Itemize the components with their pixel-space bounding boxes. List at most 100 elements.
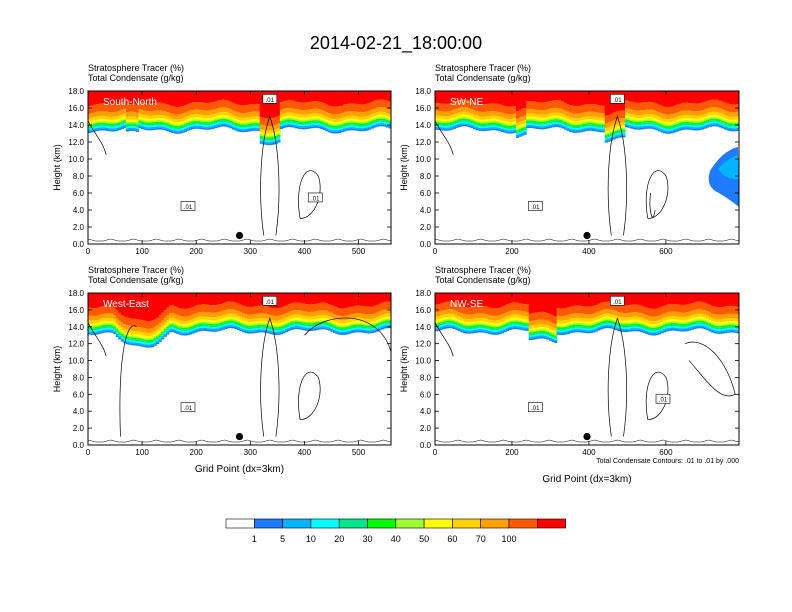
tracer-band-cell bbox=[199, 321, 203, 324]
tracer-band-cell bbox=[161, 126, 165, 129]
tracer-band-cell bbox=[498, 307, 502, 316]
tracer-band-cell bbox=[460, 317, 464, 321]
tracer-band-cell bbox=[226, 91, 230, 101]
tracer-band-cell bbox=[315, 315, 319, 319]
tracer-band-cell bbox=[113, 116, 117, 120]
tracer-band-cell bbox=[368, 330, 372, 332]
tracer-band-cell bbox=[138, 340, 142, 342]
tracer-band-cell bbox=[302, 315, 306, 319]
tracer-band-cell bbox=[279, 319, 284, 323]
tracer-band-cell bbox=[457, 304, 461, 313]
tracer-band-cell bbox=[330, 312, 334, 318]
tracer-band-cell bbox=[549, 331, 553, 334]
tracer-band-cell bbox=[325, 122, 329, 124]
tracer-band-cell bbox=[488, 329, 492, 331]
tracer-band-cell bbox=[566, 314, 570, 320]
tracer-band-cell bbox=[191, 325, 195, 328]
tracer-band-cell bbox=[380, 293, 385, 303]
tracer-band-cell bbox=[435, 110, 439, 116]
tracer-band-cell bbox=[488, 121, 492, 123]
tracer-band-cell bbox=[498, 315, 502, 320]
tracer-band-cell bbox=[274, 134, 278, 137]
tracer-band-cell bbox=[668, 130, 672, 133]
tracer-band-cell bbox=[655, 103, 659, 112]
tracer-band-cell bbox=[581, 125, 586, 128]
tracer-band-cell bbox=[221, 107, 225, 112]
tracer-band-cell bbox=[373, 293, 377, 306]
tracer-band-cell bbox=[135, 112, 140, 118]
tracer-band-cell bbox=[701, 91, 705, 103]
tracer-band-cell bbox=[594, 112, 598, 117]
tracer-band-cell bbox=[173, 328, 177, 330]
tracer-band-cell bbox=[549, 108, 553, 114]
tracer-band-cell bbox=[242, 317, 246, 321]
tracer-band-cell bbox=[383, 99, 387, 108]
tracer-band-cell bbox=[716, 123, 720, 126]
tracer-band-cell bbox=[194, 101, 198, 110]
tracer-band-cell bbox=[713, 124, 717, 127]
tracer-band-cell bbox=[711, 111, 715, 115]
tracer-band-cell bbox=[252, 314, 256, 319]
tracer-band-cell bbox=[108, 293, 112, 306]
tracer-band-cell bbox=[508, 303, 512, 311]
tracer-band-cell bbox=[721, 113, 725, 117]
tracer-band-cell bbox=[229, 126, 233, 129]
tracer-band-cell bbox=[156, 91, 160, 103]
tracer-band-cell bbox=[292, 126, 296, 128]
tracer-band-cell bbox=[625, 320, 629, 323]
x-tick-label: 200 bbox=[190, 247, 204, 256]
tracer-band-cell bbox=[708, 119, 712, 121]
tracer-band-cell bbox=[206, 123, 210, 126]
tracer-band-cell bbox=[249, 116, 253, 120]
tracer-band-cell bbox=[224, 327, 228, 329]
tracer-band-cell bbox=[332, 91, 337, 107]
tracer-band-cell bbox=[171, 123, 175, 126]
tracer-band-cell bbox=[511, 127, 515, 129]
tracer-band-cell bbox=[93, 293, 97, 309]
tracer-band-cell bbox=[95, 111, 99, 117]
tracer-band-cell bbox=[219, 322, 223, 325]
tracer-band-cell bbox=[236, 128, 241, 130]
tracer-band-cell bbox=[88, 293, 92, 308]
tracer-band-cell bbox=[219, 107, 223, 113]
tracer-band-cell bbox=[90, 124, 94, 127]
tracer-band-cell bbox=[445, 119, 449, 122]
tracer-band-cell bbox=[95, 129, 99, 131]
tracer-band-cell bbox=[531, 313, 535, 321]
tracer-band-cell bbox=[370, 325, 374, 328]
tracer-band-cell bbox=[556, 112, 560, 116]
tracer-band-cell bbox=[538, 121, 542, 124]
tracer-band-cell bbox=[538, 114, 542, 118]
tracer-band-cell bbox=[206, 325, 210, 327]
tracer-band-cell bbox=[579, 117, 583, 121]
tracer-band-cell bbox=[305, 124, 309, 127]
tracer-band-cell bbox=[118, 333, 122, 335]
tracer-band-cell bbox=[442, 126, 446, 128]
tracer-band-cell bbox=[706, 91, 710, 101]
tracer-band-cell bbox=[264, 138, 268, 141]
tracer-band-cell bbox=[440, 115, 444, 119]
tracer-band-cell bbox=[143, 123, 147, 126]
tracer-band-cell bbox=[138, 341, 142, 344]
tracer-band-cell bbox=[589, 318, 593, 322]
tracer-band-cell bbox=[602, 130, 606, 133]
tracer-band-cell bbox=[93, 323, 97, 326]
tracer-band-cell bbox=[500, 324, 504, 326]
tracer-band-cell bbox=[211, 328, 215, 331]
tracer-band-cell bbox=[239, 312, 243, 317]
tracer-band-cell bbox=[277, 330, 281, 332]
tracer-band-cell bbox=[678, 111, 682, 117]
tracer-band-cell bbox=[161, 334, 165, 337]
tracer-band-cell bbox=[337, 308, 342, 316]
tracer-band-cell bbox=[693, 122, 697, 125]
tracer-band-cell bbox=[594, 126, 598, 129]
tracer-band-cell bbox=[108, 326, 112, 328]
tracer-band-cell bbox=[370, 119, 374, 121]
tracer-band-cell bbox=[216, 328, 220, 330]
tracer-band-cell bbox=[450, 301, 454, 310]
tracer-band-cell bbox=[551, 334, 555, 336]
tracer-band-cell bbox=[95, 331, 99, 333]
tracer-band-cell bbox=[355, 119, 359, 122]
tracer-band-cell bbox=[726, 122, 730, 125]
tracer-band-cell bbox=[348, 111, 352, 116]
